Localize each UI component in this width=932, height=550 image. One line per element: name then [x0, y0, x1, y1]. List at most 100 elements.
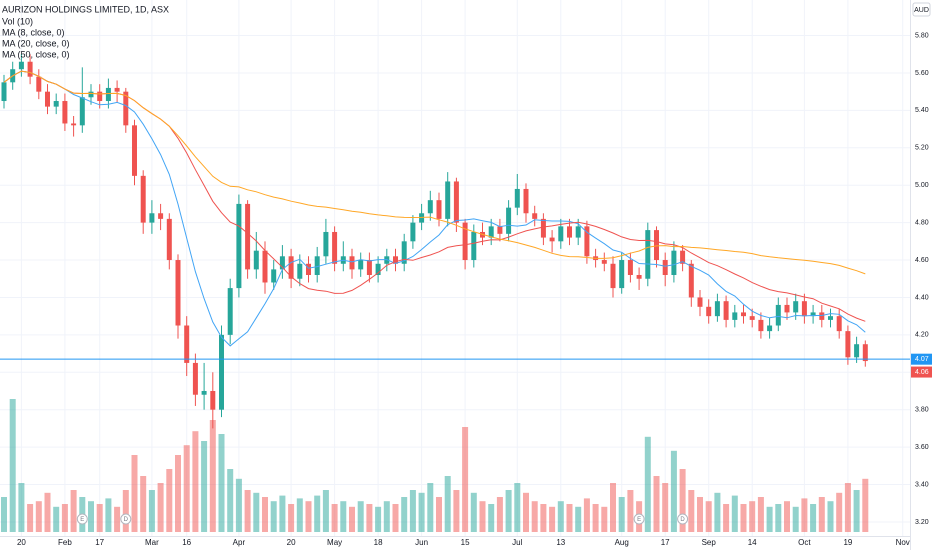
candle-body — [79, 97, 85, 126]
volume-bar — [496, 497, 503, 532]
candle-body — [714, 301, 720, 317]
event-label: D — [680, 517, 685, 523]
volume-bar — [392, 504, 399, 532]
volume-bar — [401, 497, 408, 532]
y-tick-label: 5.80 — [915, 32, 929, 39]
volume-bar — [592, 504, 599, 532]
candle-body — [271, 269, 277, 283]
price-tag — [911, 366, 932, 378]
candle-body — [488, 226, 494, 238]
candle-body — [297, 263, 303, 279]
candle-body — [567, 226, 572, 238]
y-tick-label: 4.60 — [915, 257, 929, 264]
candle-body — [610, 263, 616, 289]
candle-body — [140, 175, 146, 223]
candle-body — [819, 312, 825, 320]
candle-body — [758, 319, 764, 332]
volume-bar — [436, 497, 442, 532]
candle-body — [514, 188, 520, 208]
candle-body — [854, 344, 860, 358]
x-tick-label: May — [327, 538, 342, 547]
volume-bar — [818, 497, 825, 532]
x-tick-label: Jun — [415, 538, 428, 547]
candle-body — [584, 226, 590, 257]
candle-body — [445, 181, 451, 219]
candle-body — [671, 250, 677, 275]
candle-body — [723, 301, 729, 320]
x-tick-label: Mar — [145, 538, 159, 547]
volume-bar — [279, 495, 286, 532]
candle-body — [219, 334, 224, 410]
volume-bar — [322, 490, 329, 532]
volume-bar — [18, 483, 25, 532]
x-tick-label: 17 — [95, 538, 104, 547]
candle-body — [227, 288, 233, 335]
legend-entry: MA (20, close, 0) — [2, 38, 70, 48]
volume-bar — [88, 501, 94, 532]
candle-body — [601, 260, 607, 264]
candle-body — [71, 123, 77, 126]
volume-bar — [549, 506, 556, 532]
volume-bar — [670, 450, 677, 532]
volume-bar — [462, 427, 469, 532]
candle-body — [314, 256, 320, 275]
volume-bar — [540, 504, 547, 532]
volume-bar — [140, 476, 147, 532]
volume-bar — [122, 490, 129, 532]
volume-bar — [775, 504, 782, 532]
volume-bar — [731, 495, 738, 532]
candle-body — [279, 256, 285, 270]
candle-body — [462, 222, 468, 261]
x-tick-label: 13 — [556, 538, 565, 547]
volume-bar — [262, 497, 268, 532]
candle-body — [358, 260, 364, 270]
volume-bar — [61, 504, 68, 532]
volume-bar — [583, 498, 590, 532]
candle-body — [62, 101, 68, 124]
volume-bar — [444, 476, 451, 532]
volume-bar — [575, 506, 582, 532]
candle-body — [393, 256, 398, 264]
candle-body — [114, 87, 120, 92]
candle-body — [523, 188, 529, 214]
volume-bar — [757, 497, 764, 532]
volume-bar — [53, 506, 60, 532]
currency-box — [912, 2, 931, 17]
candle-body — [36, 76, 42, 92]
candle-body — [627, 260, 633, 275]
candle-body — [453, 181, 459, 223]
currency: AUD — [914, 7, 929, 14]
volume-bar — [409, 490, 416, 532]
y-tick-label: 3.60 — [915, 444, 929, 451]
x-tick-label: Aug — [615, 538, 629, 547]
y-tick-label: 3.80 — [915, 407, 929, 414]
candle-body — [18, 61, 24, 70]
candle-body — [401, 241, 407, 264]
x-tick-label: Apr — [233, 538, 246, 547]
legend-entry: MA (50, close, 0) — [2, 49, 70, 59]
volume-bar — [305, 501, 312, 532]
candle-body — [262, 250, 268, 283]
volume-bar — [714, 492, 721, 532]
candle-body — [540, 218, 546, 238]
candle-body — [410, 222, 416, 242]
volume-bar — [801, 498, 808, 532]
price-tag-label: 4.06 — [915, 369, 929, 376]
candle-body — [288, 256, 294, 279]
volume-bar — [44, 492, 51, 532]
candle-body — [497, 226, 503, 234]
candle-body — [105, 87, 111, 102]
y-tick-label: 5.60 — [915, 70, 929, 77]
event-marker — [120, 513, 132, 525]
volume-bar — [244, 490, 251, 532]
x-tick-label: Feb — [58, 538, 72, 547]
candle-body — [680, 250, 686, 264]
volume-bar — [183, 445, 190, 532]
volume-bar — [253, 492, 260, 532]
legend-entry: Vol (10) — [2, 16, 33, 26]
volume-bar — [810, 504, 817, 532]
candle-body — [688, 263, 694, 298]
event-marker — [76, 513, 88, 525]
candle-body — [662, 260, 668, 275]
volume-bar — [453, 490, 460, 532]
